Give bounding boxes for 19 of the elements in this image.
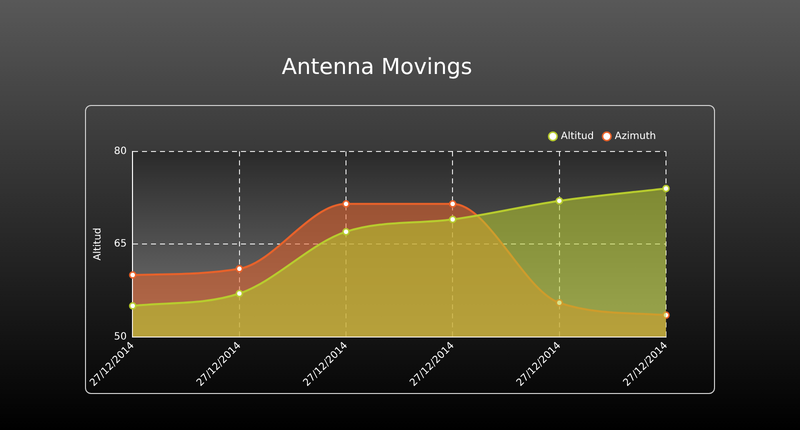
point xyxy=(128,271,136,279)
point xyxy=(342,228,350,236)
point xyxy=(236,265,244,273)
point xyxy=(662,184,670,192)
y-axis-title: Altitud xyxy=(92,228,104,261)
legend-label: Altitud xyxy=(560,130,594,142)
y-tick-label: 80 xyxy=(114,146,127,157)
point xyxy=(448,200,456,208)
point xyxy=(128,302,136,310)
point xyxy=(556,197,564,205)
point xyxy=(236,290,244,298)
chart-title: Antenna Movings xyxy=(282,54,472,80)
point xyxy=(342,200,350,208)
y-tick-label: 50 xyxy=(114,331,127,342)
legend-label: Azimuth xyxy=(614,130,656,142)
point xyxy=(662,311,670,319)
point xyxy=(448,216,456,224)
point xyxy=(556,299,564,307)
y-tick-label: 65 xyxy=(114,238,127,250)
